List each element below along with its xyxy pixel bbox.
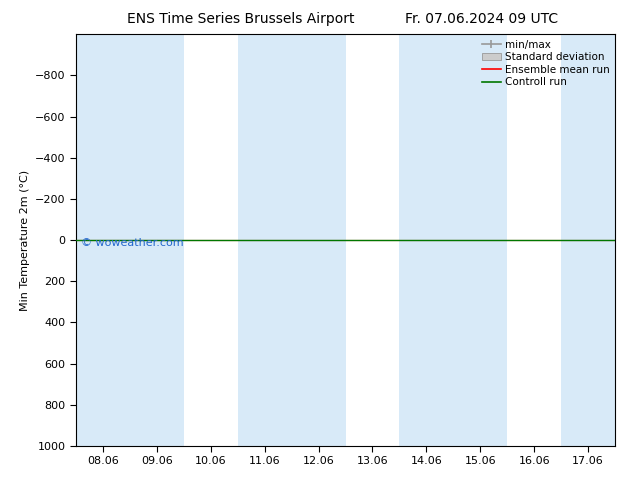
Legend: min/max, Standard deviation, Ensemble mean run, Controll run: min/max, Standard deviation, Ensemble me… [479, 36, 613, 91]
Y-axis label: Min Temperature 2m (°C): Min Temperature 2m (°C) [20, 170, 30, 311]
Bar [399, 34, 453, 446]
Bar [561, 34, 615, 446]
Text: © woweather.com: © woweather.com [81, 238, 184, 248]
Text: Fr. 07.06.2024 09 UTC: Fr. 07.06.2024 09 UTC [405, 12, 559, 26]
Bar [453, 34, 507, 446]
Bar [76, 34, 130, 446]
Bar [292, 34, 346, 446]
Text: ENS Time Series Brussels Airport: ENS Time Series Brussels Airport [127, 12, 354, 26]
Bar [238, 34, 292, 446]
Bar [130, 34, 184, 446]
